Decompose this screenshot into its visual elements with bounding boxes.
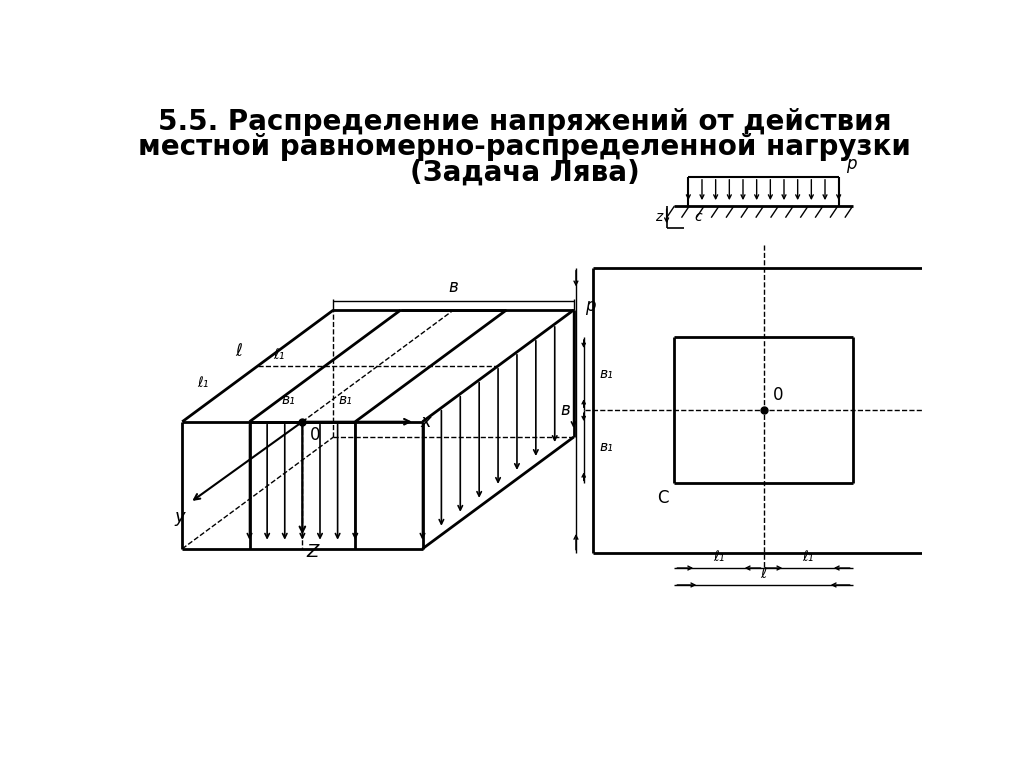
Text: ℓ: ℓ — [761, 566, 767, 581]
Text: 0: 0 — [773, 386, 783, 404]
Text: (Задача Лява): (Задача Лява) — [410, 158, 640, 187]
Text: x: x — [420, 412, 431, 431]
Text: в₁: в₁ — [339, 392, 352, 406]
Text: Z: Z — [306, 544, 318, 561]
Text: в₁: в₁ — [599, 366, 613, 381]
Text: в₁: в₁ — [282, 392, 295, 406]
Text: в₁: в₁ — [599, 440, 613, 454]
Text: 5.5. Распределение напряжений от действия: 5.5. Распределение напряжений от действи… — [158, 108, 892, 136]
Text: C: C — [656, 489, 669, 508]
Text: ℓ₁: ℓ₁ — [714, 550, 725, 564]
Text: ℓ: ℓ — [236, 342, 243, 359]
Text: в: в — [560, 401, 569, 419]
Text: ℓ₁: ℓ₁ — [273, 348, 285, 362]
Text: ℓ₁: ℓ₁ — [197, 376, 209, 390]
Text: c: c — [694, 210, 702, 224]
Text: местной равномерно-распределенной нагрузки: местной равномерно-распределенной нагруз… — [138, 133, 911, 161]
Text: в: в — [449, 278, 459, 296]
Text: р: р — [847, 155, 857, 173]
Text: 0: 0 — [310, 425, 321, 444]
Text: y: y — [175, 508, 185, 526]
Text: р: р — [586, 297, 596, 315]
Text: z: z — [655, 210, 663, 224]
Text: ℓ₁: ℓ₁ — [803, 550, 814, 564]
